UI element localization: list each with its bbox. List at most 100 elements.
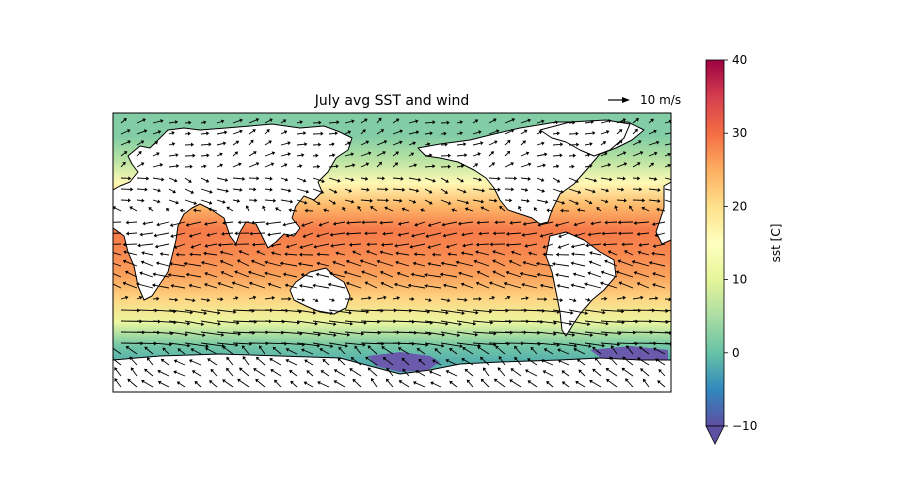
wind-arrow xyxy=(146,370,154,377)
wind-arrow xyxy=(430,263,442,267)
wind-arrowhead xyxy=(122,161,126,166)
wind-arrowhead xyxy=(275,207,279,211)
wind-arrowhead xyxy=(447,153,452,158)
wind-arrowhead xyxy=(544,297,548,302)
wind-arrowhead xyxy=(192,298,196,303)
wind-arrow xyxy=(232,142,237,146)
wind-arrow xyxy=(584,154,588,157)
wind-arrowhead xyxy=(493,378,498,383)
wind-arrow xyxy=(200,121,204,124)
wind-arrow xyxy=(145,221,154,224)
wind-arrow xyxy=(424,121,433,124)
wind-arrow xyxy=(536,188,543,192)
wind-arrowhead xyxy=(384,206,388,211)
wind-arrowhead xyxy=(615,270,620,275)
wind-arrow xyxy=(508,243,522,246)
wind-arrow xyxy=(496,380,506,388)
wind-arrow xyxy=(210,209,218,212)
wind-arrow xyxy=(488,152,493,157)
land-greenland xyxy=(539,119,631,157)
wind-arrowhead xyxy=(412,199,417,204)
wind-arrow xyxy=(483,207,490,212)
wind-arrow xyxy=(152,164,161,168)
wind-arrow xyxy=(511,261,522,267)
wind-arrow xyxy=(206,284,218,289)
wind-arrowhead xyxy=(492,270,496,275)
wind-arrow xyxy=(568,177,577,182)
wind-arrow xyxy=(308,371,314,377)
wind-arrow xyxy=(150,208,154,212)
wind-arrow xyxy=(272,370,282,377)
wind-arrowhead xyxy=(271,295,276,300)
wind-arrow xyxy=(140,243,154,246)
wind-arrow xyxy=(264,152,273,157)
wind-arrow xyxy=(408,331,429,335)
wind-arrowhead xyxy=(657,188,661,192)
wind-arrow xyxy=(648,331,670,334)
wind-arrowhead xyxy=(657,199,661,203)
wind-arrowhead xyxy=(541,189,546,193)
wind-arrowhead xyxy=(234,296,239,301)
wind-arrowhead xyxy=(207,358,211,362)
wind-arrowhead xyxy=(318,222,323,227)
wind-arrowhead xyxy=(522,140,526,144)
wind-arrow xyxy=(168,121,176,124)
wind-arrowhead xyxy=(138,150,142,155)
wind-arrow xyxy=(200,309,218,314)
wind-arrowhead xyxy=(175,252,179,257)
wind-arrow xyxy=(511,380,522,388)
wind-arrowhead xyxy=(542,370,547,374)
wind-arrowhead xyxy=(174,120,179,125)
wind-arrowhead xyxy=(267,282,272,287)
wind-arrow xyxy=(465,243,474,247)
wind-arrowhead xyxy=(109,281,113,285)
wind-arrowhead xyxy=(409,244,413,249)
wind-arrow xyxy=(504,297,508,300)
wind-arrowhead xyxy=(506,231,510,236)
wind-arrowhead xyxy=(185,272,189,277)
wind-arrowhead xyxy=(125,231,130,236)
wind-arrowhead xyxy=(220,270,225,275)
wind-arrowhead xyxy=(252,295,257,300)
wind-arrow xyxy=(232,131,241,135)
wind-arrowhead xyxy=(320,190,325,194)
wind-arrow xyxy=(488,297,493,300)
wind-arrow xyxy=(383,347,394,355)
wind-arrowhead xyxy=(312,283,316,288)
wind-arrow xyxy=(579,209,586,212)
wind-arrowhead xyxy=(104,259,107,263)
wind-arrowhead xyxy=(657,380,661,384)
wind-arrowhead xyxy=(546,208,550,213)
wind-arrow xyxy=(200,342,222,347)
wind-arrowhead xyxy=(571,332,576,337)
wind-arrow xyxy=(136,177,147,180)
wind-arrow xyxy=(568,320,588,325)
wind-arrow xyxy=(280,142,289,146)
wind-arrowhead xyxy=(283,163,288,167)
colorbar-tick-label: 0 xyxy=(732,346,740,360)
wind-arrow xyxy=(654,253,666,256)
wind-arrowhead xyxy=(301,297,306,302)
wind-arrow xyxy=(456,177,462,181)
wind-arrowhead xyxy=(221,231,225,236)
wind-arrowhead xyxy=(365,140,370,145)
wind-arrowhead xyxy=(444,190,449,194)
wind-arrow xyxy=(143,381,154,388)
wind-arrow xyxy=(280,188,289,192)
wind-arrow xyxy=(615,208,618,212)
wind-arrow xyxy=(184,320,202,325)
wind-arrowhead xyxy=(525,369,529,373)
wind-arrow xyxy=(552,331,573,336)
wind-arrowhead xyxy=(335,251,339,256)
wind-arrowhead xyxy=(445,179,449,183)
wind-arrow xyxy=(536,331,554,335)
wind-arrow xyxy=(424,154,430,157)
wind-arrowhead xyxy=(556,164,560,169)
wind-arrow xyxy=(344,120,352,124)
wind-arrowhead xyxy=(217,242,221,247)
wind-arrowhead xyxy=(138,296,143,300)
wind-arrowhead xyxy=(480,206,485,211)
wind-arrow xyxy=(499,369,506,377)
wind-arrowhead xyxy=(410,272,415,277)
wind-arrowhead xyxy=(266,129,270,133)
